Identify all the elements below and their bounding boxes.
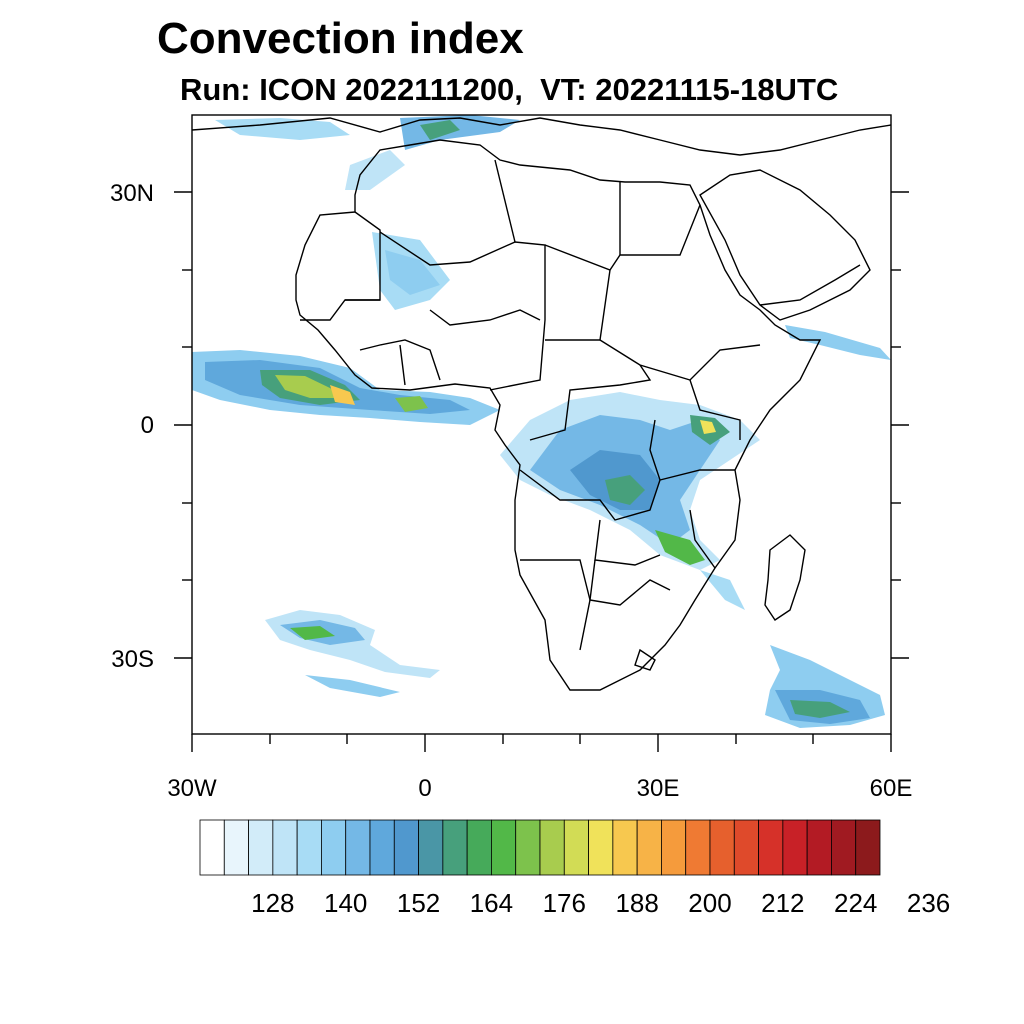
- convection-field: [192, 115, 891, 728]
- colorbar-swatch: [636, 819, 662, 876]
- colorbar-swatch: [563, 819, 589, 876]
- colorbar: [199, 819, 881, 876]
- iberia-italy: [192, 117, 891, 156]
- colorbar-swatch: [345, 819, 371, 876]
- colorbar-label: 176: [542, 888, 586, 918]
- colorbar-swatch: [418, 819, 444, 876]
- arabia: [699, 169, 871, 321]
- colorbar-swatch: [685, 819, 711, 876]
- madagascar: [764, 534, 806, 621]
- colorbar-swatch: [442, 819, 468, 876]
- colorbar-swatch: [296, 819, 322, 876]
- lon-label-60e: 60E: [869, 775, 913, 802]
- colorbar-swatch: [248, 819, 274, 876]
- colorbar-label: 200: [688, 888, 732, 918]
- axis-ticks: [174, 191, 909, 752]
- lat-label-30n: 30N: [109, 180, 154, 207]
- colorbar-swatch: [223, 819, 249, 876]
- colorbar-swatch: [321, 819, 347, 876]
- colorbar-swatch: [588, 819, 614, 876]
- colorbar-swatch: [466, 819, 492, 876]
- colorbar-swatch: [491, 819, 517, 876]
- colorbar-label: 224: [834, 888, 878, 918]
- colorbar-swatch: [709, 819, 735, 876]
- field-mediterranean: [215, 118, 350, 140]
- colorbar-label: 164: [469, 888, 514, 918]
- colorbar-label: 128: [251, 888, 295, 918]
- colorbar-swatch: [855, 819, 881, 876]
- colorbar-swatch: [782, 819, 808, 876]
- colorbar-swatch: [612, 819, 638, 876]
- map-title: Convection index: [157, 14, 524, 63]
- lon-label-30e: 30E: [636, 775, 680, 802]
- colorbar-label: 140: [324, 888, 368, 918]
- coastlines: [192, 117, 891, 691]
- lat-label-30s: 30S: [111, 646, 154, 673]
- colorbar-swatch: [393, 819, 419, 876]
- colorbar-swatch: [661, 819, 687, 876]
- colorbar-swatch: [831, 819, 857, 876]
- colorbar-swatch: [199, 819, 225, 876]
- lat-label-0: 0: [140, 412, 154, 439]
- colorbar-swatch: [758, 819, 784, 876]
- colorbar-label: 236: [906, 888, 951, 918]
- colorbar-label: 212: [761, 888, 805, 918]
- colorbar-swatch: [272, 819, 298, 876]
- map-subtitle: Run: ICON 2022111200, VT: 20221115-18UTC: [180, 72, 839, 107]
- colorbar-label: 152: [396, 888, 441, 918]
- colorbar-swatch: [369, 819, 395, 876]
- colorbar-swatch: [515, 819, 541, 876]
- colorbar-label: 188: [615, 888, 659, 918]
- colorbar-swatch: [539, 819, 565, 876]
- colorbar-swatch: [806, 819, 832, 876]
- colorbar-swatch: [733, 819, 759, 876]
- lon-label-0: 0: [418, 775, 432, 802]
- lon-label-30w: 30W: [167, 775, 217, 802]
- field-south-atlantic: [265, 610, 440, 678]
